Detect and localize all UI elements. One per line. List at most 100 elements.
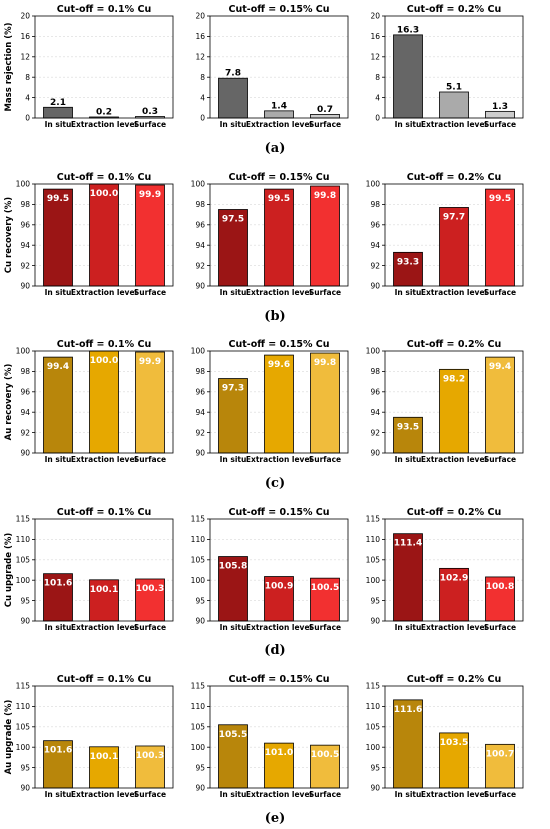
bar-surface	[310, 114, 340, 119]
bar-surface	[135, 351, 165, 454]
plot-frame	[34, 350, 174, 454]
bar-in-situ	[218, 209, 248, 287]
x-tick-label: Surface	[484, 455, 516, 464]
y-tick-label: 8	[25, 73, 30, 82]
data-label: 5.1	[446, 82, 462, 92]
chart-panel-4-3: 111.4 In situ 102.9 Extraction level 100.8 Su…	[366, 507, 524, 632]
y-tick-label: 94	[195, 241, 205, 250]
bar-extraction-level	[439, 732, 469, 789]
chart-title: Cut-off = 0.15% Cu	[228, 339, 329, 350]
chart-panel-4-2: 105.8 In situ 100.9 Extraction level 100.5 Su…	[191, 507, 349, 632]
x-tick-label: Extraction level	[71, 455, 137, 464]
data-label: 100.7	[486, 749, 514, 759]
chart-panel-3-3: 93.5 In situ 98.2 Extraction level 99.4 Surfa…	[366, 339, 524, 464]
x-tick-label: Surface	[134, 120, 166, 129]
bar-surface	[310, 744, 340, 789]
data-label: 99.5	[47, 194, 69, 204]
panel-label: (d)	[264, 643, 285, 658]
y-tick-label: 98	[20, 200, 30, 209]
y-tick-label: 90	[195, 617, 205, 626]
y-tick-label: 115	[191, 515, 206, 524]
x-tick-label: Extraction level	[246, 790, 312, 799]
bar-extraction-level	[264, 742, 294, 789]
x-tick-label: Surface	[134, 623, 166, 632]
y-tick-label: 4	[25, 93, 30, 102]
y-tick-label: 100	[366, 347, 381, 356]
y-tick-label: 12	[370, 53, 380, 62]
x-tick-label: Surface	[484, 288, 516, 297]
x-tick-label: Surface	[309, 288, 341, 297]
data-label: 100.3	[136, 584, 164, 594]
y-tick-label: 16	[370, 32, 380, 41]
y-tick-label: 12	[20, 53, 30, 62]
plot-frame	[384, 518, 524, 622]
data-label: 1.3	[492, 102, 508, 112]
x-tick-label: Surface	[134, 288, 166, 297]
y-tick-label: 0	[200, 114, 205, 123]
y-tick-label: 98	[195, 200, 205, 209]
x-tick-label: In situ	[45, 288, 72, 297]
y-tick-label: 105	[191, 723, 206, 732]
data-label: 0.7	[317, 105, 333, 115]
y-tick-label: 96	[370, 388, 380, 397]
data-label: 100.1	[90, 752, 118, 762]
plot-frame	[34, 183, 174, 287]
data-label: 0.3	[142, 107, 158, 117]
bar-in-situ	[218, 77, 248, 119]
y-axis-label: Mass rejection (%)	[4, 22, 14, 111]
x-tick-label: Extraction level	[421, 455, 487, 464]
y-tick-label: 4	[375, 93, 380, 102]
bar-extraction-level	[89, 579, 119, 622]
y-tick-label: 20	[195, 12, 205, 21]
y-tick-label: 90	[195, 282, 205, 291]
plot-frame	[209, 518, 349, 622]
bar-surface	[135, 578, 165, 622]
bar-extraction-level	[264, 110, 294, 119]
panel-label: (a)	[265, 141, 286, 156]
data-label: 99.9	[139, 357, 161, 367]
x-tick-label: Extraction level	[421, 623, 487, 632]
data-label: 99.6	[268, 360, 290, 370]
x-tick-label: Extraction level	[246, 288, 312, 297]
plot-frame	[34, 518, 174, 622]
y-axis-label: Au recovery (%)	[4, 364, 14, 441]
y-tick-label: 95	[20, 763, 30, 772]
y-tick-label: 16	[20, 32, 30, 41]
y-tick-label: 90	[370, 784, 380, 793]
bar-extraction-level	[439, 207, 469, 287]
data-label: 111.4	[394, 539, 422, 549]
data-label: 93.5	[397, 422, 419, 432]
y-tick-label: 105	[366, 556, 381, 565]
x-tick-label: Surface	[134, 790, 166, 799]
y-tick-label: 100	[191, 180, 206, 189]
plot-frame	[209, 15, 349, 119]
data-label: 101.6	[44, 579, 72, 589]
plot-frame	[384, 15, 524, 119]
x-tick-label: Surface	[484, 120, 516, 129]
bar-extraction-level	[89, 183, 119, 287]
x-tick-label: In situ	[395, 623, 422, 632]
x-tick-label: Surface	[484, 790, 516, 799]
y-tick-label: 96	[370, 221, 380, 230]
data-label: 105.8	[219, 562, 247, 572]
chart-title: Cut-off = 0.1% Cu	[57, 507, 151, 518]
data-label: 98.2	[443, 374, 465, 384]
y-tick-label: 110	[366, 535, 381, 544]
x-tick-label: Extraction level	[421, 120, 487, 129]
plot-frame	[34, 15, 174, 119]
bar-in-situ	[43, 106, 73, 119]
y-tick-label: 94	[195, 408, 205, 417]
data-label: 101.6	[44, 746, 72, 756]
bar-in-situ	[393, 416, 423, 454]
chart-panel-3-1: 99.4 In situ 100.0 Extraction level 99.9 Surf…	[4, 339, 174, 464]
bar-in-situ	[393, 34, 423, 119]
chart-panel-5-2: 105.5 In situ 101.0 Extraction level 100.5 Su…	[191, 674, 349, 799]
data-label: 7.8	[225, 69, 241, 79]
y-tick-label: 100	[366, 576, 381, 585]
x-tick-label: Surface	[134, 455, 166, 464]
y-tick-label: 90	[370, 617, 380, 626]
y-tick-label: 94	[370, 408, 380, 417]
y-tick-label: 92	[370, 261, 380, 270]
data-label: 99.4	[47, 362, 69, 372]
